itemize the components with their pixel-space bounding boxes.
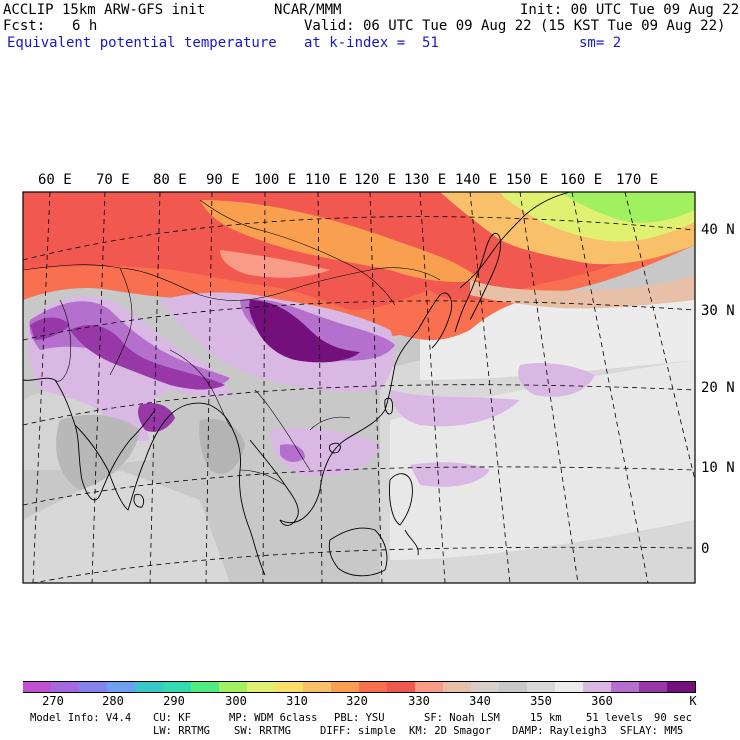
colorbar-tick: 280 xyxy=(102,694,124,708)
lon-label: 130 E xyxy=(404,172,447,188)
footer-item: CU: KF xyxy=(153,712,191,724)
colorbar-swatch xyxy=(471,681,500,693)
init-time: Init: 00 UTC Tue 09 Aug 22 xyxy=(520,2,740,18)
lat-lon-grid xyxy=(23,192,695,583)
colorbar-swatch xyxy=(163,681,192,693)
lon-label: 170 E xyxy=(616,172,659,188)
colorbar-tick: 310 xyxy=(286,694,308,708)
colorbar-tick: 270 xyxy=(42,694,64,708)
colorbar-swatch xyxy=(555,681,584,693)
lon-label: 160 E xyxy=(560,172,603,188)
colorbar-swatch xyxy=(331,681,360,693)
colorbar-swatch xyxy=(135,681,164,693)
forecast-hour: 6 h xyxy=(72,18,98,34)
colorbar-swatch xyxy=(583,681,612,693)
map-frame xyxy=(22,191,696,584)
colorbar-swatch xyxy=(667,681,696,693)
lat-label: 30 N xyxy=(701,303,735,319)
colorbar-swatch xyxy=(443,681,472,693)
organization: NCAR/MMM xyxy=(274,2,342,18)
colorbar-swatch xyxy=(219,681,248,693)
footer-item: SFLAY: MM5 xyxy=(620,725,684,737)
footer-item: LW: RRTMG xyxy=(153,725,210,737)
colorbar-unit: K xyxy=(689,694,697,708)
colorbar-swatch xyxy=(275,681,304,693)
footer-item: 90 sec xyxy=(654,712,692,724)
lat-label: 0 xyxy=(701,541,710,557)
colorbar-swatch xyxy=(107,681,136,693)
colorbar-tick: 290 xyxy=(163,694,185,708)
lon-label: 80 E xyxy=(153,172,187,188)
lat-label: 20 N xyxy=(701,380,735,396)
colorbar-swatch xyxy=(639,681,668,693)
lon-label: 120 E xyxy=(354,172,397,188)
colorbar-swatch xyxy=(611,681,640,693)
lon-label: 90 E xyxy=(206,172,240,188)
colorbar-swatch xyxy=(387,681,416,693)
footer-item: Model Info: V4.4 xyxy=(30,712,132,724)
lon-label: 70 E xyxy=(96,172,130,188)
colorbar-swatch xyxy=(303,681,332,693)
theta-e-field xyxy=(23,192,695,583)
lat-label: 40 N xyxy=(701,222,735,238)
level-index: at k-index = 51 xyxy=(304,35,439,51)
lat-label: 10 N xyxy=(701,460,735,476)
footer-item: DAMP: Rayleigh3 xyxy=(512,725,607,737)
colorbar-tick: 350 xyxy=(530,694,552,708)
footer-item: MP: WDM 6class xyxy=(229,712,318,724)
lon-label: 100 E xyxy=(254,172,297,188)
colorbar-swatch xyxy=(79,681,108,693)
colorbar-swatch xyxy=(499,681,528,693)
valid-time: Valid: 06 UTC Tue 09 Aug 22 (15 KST Tue … xyxy=(304,18,726,34)
colorbar-tick: 360 xyxy=(591,694,613,708)
footer-item: 51 levels xyxy=(586,712,643,724)
colorbar-tick: 320 xyxy=(346,694,368,708)
footer-item: SF: Noah LSM xyxy=(424,712,500,724)
smoothing: sm= 2 xyxy=(579,35,622,51)
footer-item: DIFF: simple xyxy=(320,725,396,737)
colorbar-swatch xyxy=(23,681,52,693)
colorbar-tick: 300 xyxy=(225,694,247,708)
colorbar-swatch xyxy=(415,681,444,693)
colorbar-tick: 330 xyxy=(408,694,430,708)
lon-label: 140 E xyxy=(455,172,498,188)
colorbar-swatch xyxy=(527,681,556,693)
footer-item: 15 km xyxy=(530,712,562,724)
colorbar-swatch xyxy=(191,681,220,693)
colorbar-swatch xyxy=(247,681,276,693)
footer-item: SW: RRTMG xyxy=(234,725,291,737)
colorbar-swatch xyxy=(359,681,388,693)
footer-item: PBL: YSU xyxy=(334,712,385,724)
lon-label: 110 E xyxy=(305,172,348,188)
colorbar-tick: 340 xyxy=(469,694,491,708)
lon-label: 150 E xyxy=(506,172,549,188)
lon-label: 60 E xyxy=(38,172,72,188)
forecast-label: Fcst: xyxy=(3,18,46,34)
footer-item: KM: 2D Smagor xyxy=(409,725,492,737)
field-name: Equivalent potential temperature xyxy=(7,35,277,51)
colorbar-swatch xyxy=(51,681,80,693)
model-title: ACCLIP 15km ARW-GFS init xyxy=(3,2,206,18)
